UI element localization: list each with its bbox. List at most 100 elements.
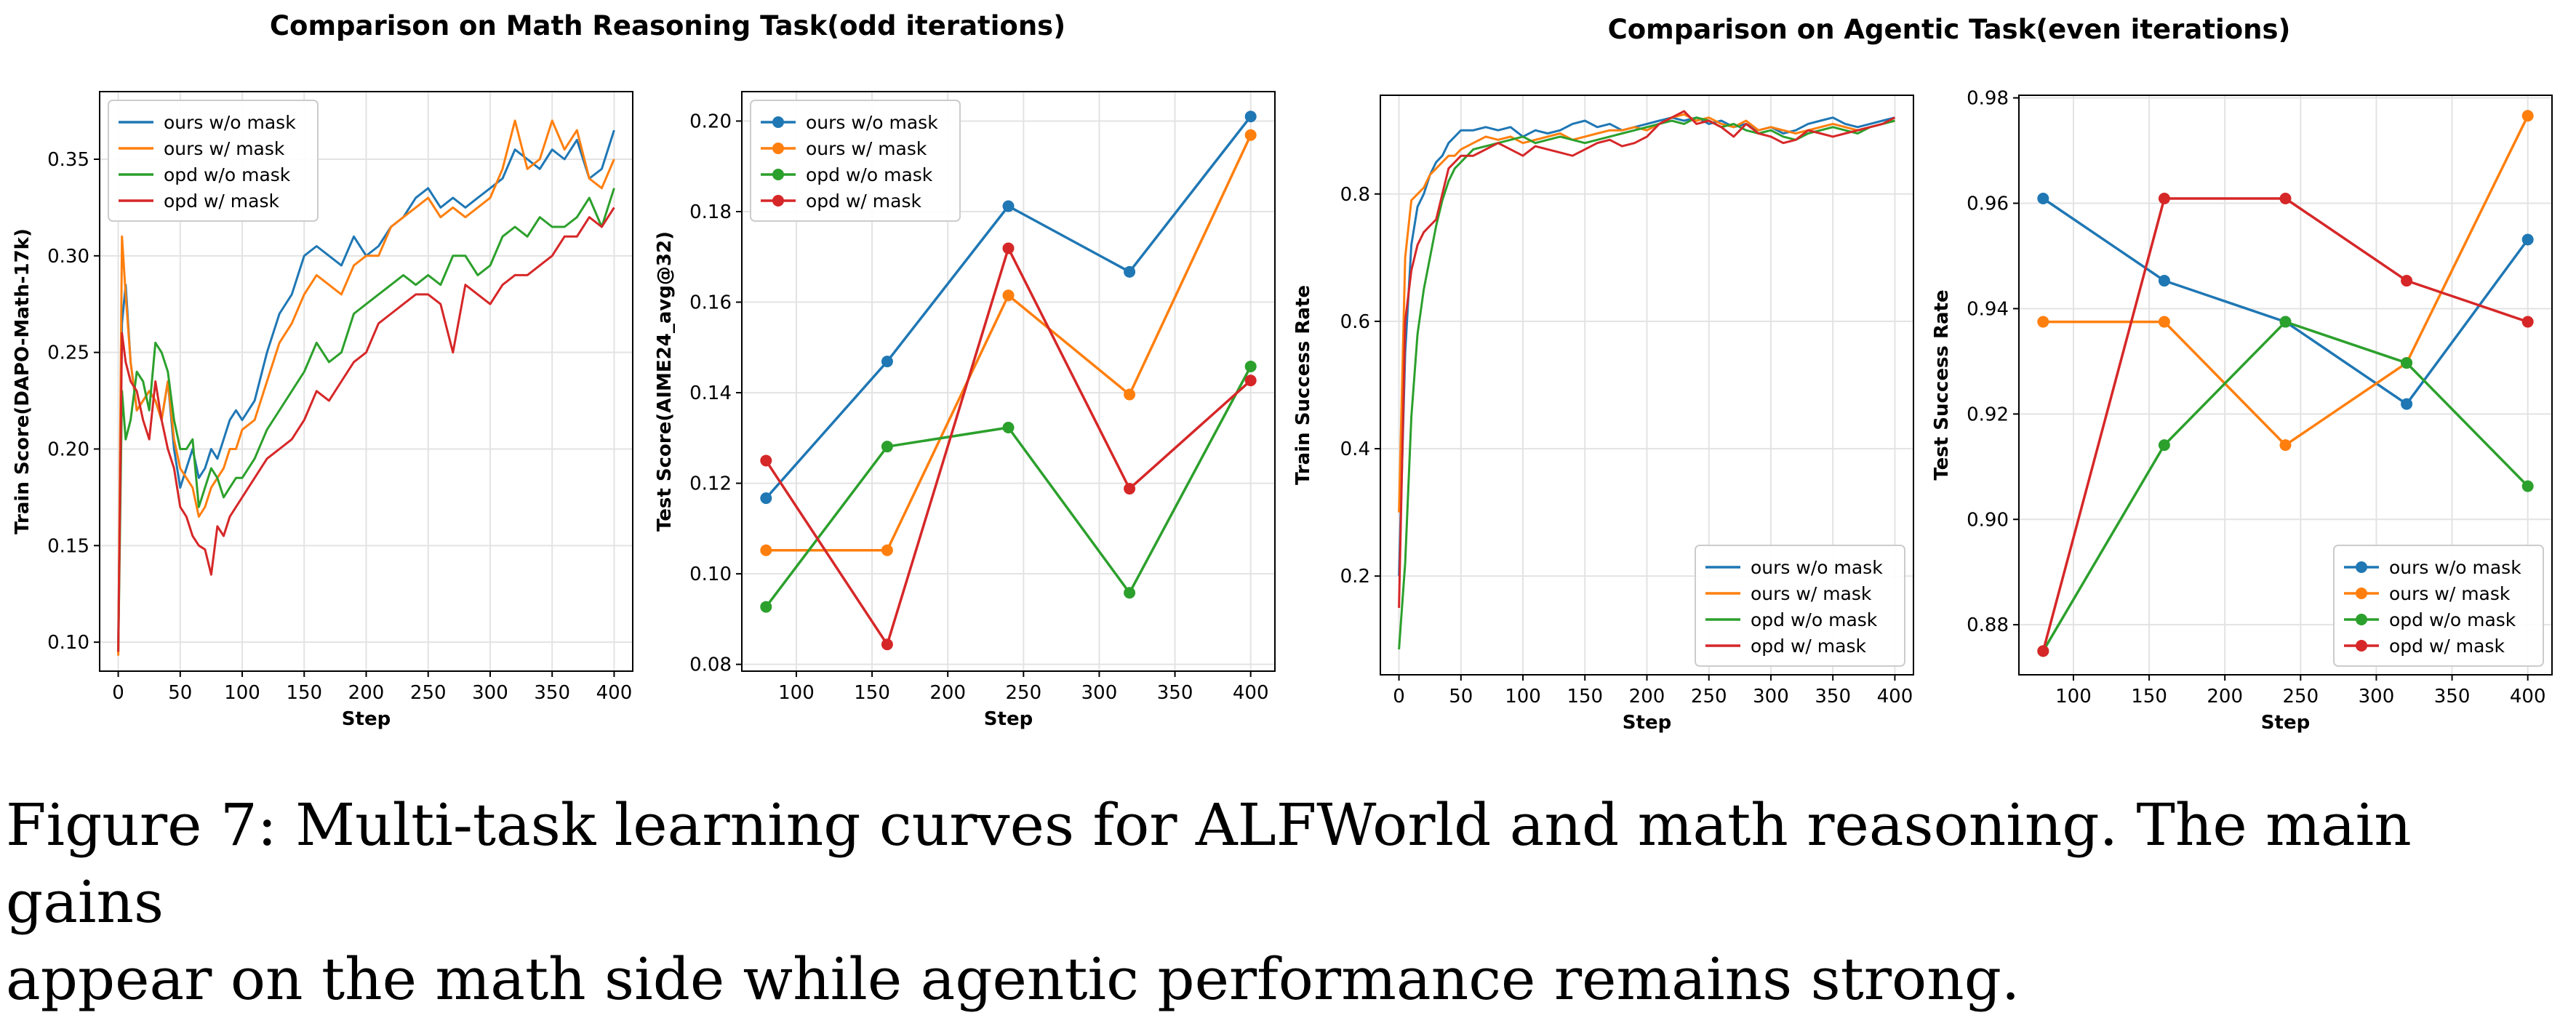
x-tick-label: 250 <box>410 682 447 704</box>
data-point <box>760 454 772 467</box>
legend-box <box>108 100 319 222</box>
figure-canvas: Comparison on Math Reasoning Task(odd it… <box>12 10 2553 734</box>
y-tick-label: 0.2 <box>1340 566 1370 588</box>
data-point <box>760 492 772 505</box>
legend-entry: opd w/o mask <box>806 164 933 185</box>
data-point <box>881 544 893 556</box>
plot-frame <box>2018 95 2553 676</box>
chart-train-success-agentic: 0 50 100 150 200 250 300 350 400 0.2 0.4 0.6 0.8 Step… <box>1292 95 1914 734</box>
y-tick-label: 0.15 <box>47 535 89 557</box>
y-tick-label: 0.18 <box>689 201 732 223</box>
data-point <box>2037 316 2049 328</box>
y-tick-label: 0.20 <box>47 438 89 460</box>
data-point <box>1124 483 1136 495</box>
y-tick-label: 0.96 <box>1967 193 2009 215</box>
x-tick-label: 100 <box>778 682 815 704</box>
data-point <box>2158 439 2170 452</box>
data-point <box>2521 480 2534 492</box>
legend-entry: ours w/ mask <box>806 138 927 159</box>
chart-train-score-math: 0 50 100 150 200 250 300 350 400 0.10 0.15 0.20 0.25… <box>12 91 633 730</box>
y-tick-label: 0.30 <box>47 246 89 268</box>
data-point <box>1244 374 1257 387</box>
data-point <box>2037 645 2049 657</box>
x-tick-label: 200 <box>2207 686 2243 708</box>
x-axis-label: Step <box>342 708 391 730</box>
x-tick-label: 400 <box>2510 686 2546 708</box>
y-tick-label: 0.35 <box>47 149 89 171</box>
data-point <box>1244 360 1257 372</box>
legend-box <box>750 100 961 222</box>
y-tick-label: 0.20 <box>689 111 732 132</box>
data-point <box>2521 316 2534 328</box>
data-point <box>1244 129 1257 141</box>
x-tick-label: 150 <box>1567 686 1603 708</box>
series-line-opd-w-mask <box>117 207 615 652</box>
legend-marker <box>772 195 784 207</box>
x-tick-label: 300 <box>1081 682 1118 704</box>
legend-entry: opd w/ mask <box>164 191 279 212</box>
legend-marker <box>2356 588 2367 599</box>
x-tick-label: 50 <box>1449 686 1473 708</box>
y-axis-label: Test Success Rate <box>1931 289 1953 480</box>
data-point <box>1002 242 1015 254</box>
x-tick-label: 0 <box>1393 686 1405 708</box>
y-axis-label: Train Success Rate <box>1292 285 1314 485</box>
x-tick-label: 350 <box>1815 686 1851 708</box>
data-point <box>1124 388 1136 401</box>
x-axis-label: Step <box>984 708 1033 730</box>
x-tick-label: 150 <box>2131 686 2167 708</box>
x-axis-label: Step <box>1623 712 1671 734</box>
x-tick-label: 200 <box>929 682 966 704</box>
x-tick-label: 100 <box>224 682 260 704</box>
y-axis-label: Test Score(AIME24_avg@32) <box>654 231 676 532</box>
series-line-ours-w-o-mask <box>1398 116 1895 577</box>
x-tick-label: 300 <box>1753 686 1789 708</box>
legend: ours w/o mask ours w/ mask opd w/o mask opd… <box>750 100 961 222</box>
legend-entry: ours w/ mask <box>1751 583 1872 604</box>
data-point <box>1002 289 1015 302</box>
data-point <box>881 356 893 368</box>
x-tick-label: 250 <box>2283 686 2319 708</box>
data-point <box>2279 193 2292 205</box>
x-tick-label: 100 <box>2055 686 2092 708</box>
data-point <box>2401 275 2413 287</box>
data-point <box>2401 398 2413 410</box>
data-point <box>2279 316 2292 328</box>
y-tick-label: 0.12 <box>689 473 732 495</box>
y-tick-label: 0.10 <box>689 564 732 585</box>
legend-marker <box>772 116 784 128</box>
x-axis-label: Step <box>2261 712 2310 734</box>
x-tick-label: 200 <box>348 682 385 704</box>
x-tick-label: 150 <box>286 682 322 704</box>
legend-entry: ours w/o mask <box>806 112 938 133</box>
x-tick-label: 300 <box>2359 686 2395 708</box>
series-line-ours-w-mask <box>1398 113 1895 513</box>
x-tick-label: 250 <box>1006 682 1042 704</box>
group-title-agentic: Comparison on Agentic Task(even iteratio… <box>1608 14 2291 45</box>
data-point <box>1124 587 1136 599</box>
series-line-opd-w-o-mask <box>117 188 615 652</box>
data-point <box>2158 275 2170 287</box>
y-tick-label: 0.8 <box>1340 184 1370 206</box>
legend: ours w/o mask ours w/ mask opd w/o mask opd… <box>1695 545 1905 667</box>
legend: ours w/o mask ours w/ mask opd w/o mask opd… <box>108 100 319 222</box>
x-tick-label: 400 <box>1877 686 1913 708</box>
data-point <box>881 638 893 651</box>
y-tick-label: 0.92 <box>1967 404 2009 425</box>
caption-line-1: Figure 7: Multi-task learning curves for… <box>6 791 2412 936</box>
y-tick-label: 0.90 <box>1967 509 2009 531</box>
legend-box <box>1695 545 1905 667</box>
x-tick-label: 50 <box>168 682 192 704</box>
y-axis-label: Train Score(DAPO-Math-17k) <box>12 228 33 534</box>
x-tick-label: 400 <box>596 682 633 704</box>
x-tick-label: 250 <box>1691 686 1727 708</box>
x-tick-label: 150 <box>854 682 890 704</box>
chart-test-score-aime24: 100 150 200 250 300 350 400 0.08 0.10 0.12 0.14 0.1… <box>654 91 1276 730</box>
data-point <box>760 601 772 613</box>
data-point <box>2158 316 2170 328</box>
y-tick-label: 0.25 <box>47 342 89 364</box>
legend-marker <box>772 169 784 180</box>
legend-entry: ours w/o mask <box>2389 557 2521 578</box>
legend-entry: ours w/ mask <box>164 138 285 159</box>
y-tick-label: 0.14 <box>689 382 732 404</box>
